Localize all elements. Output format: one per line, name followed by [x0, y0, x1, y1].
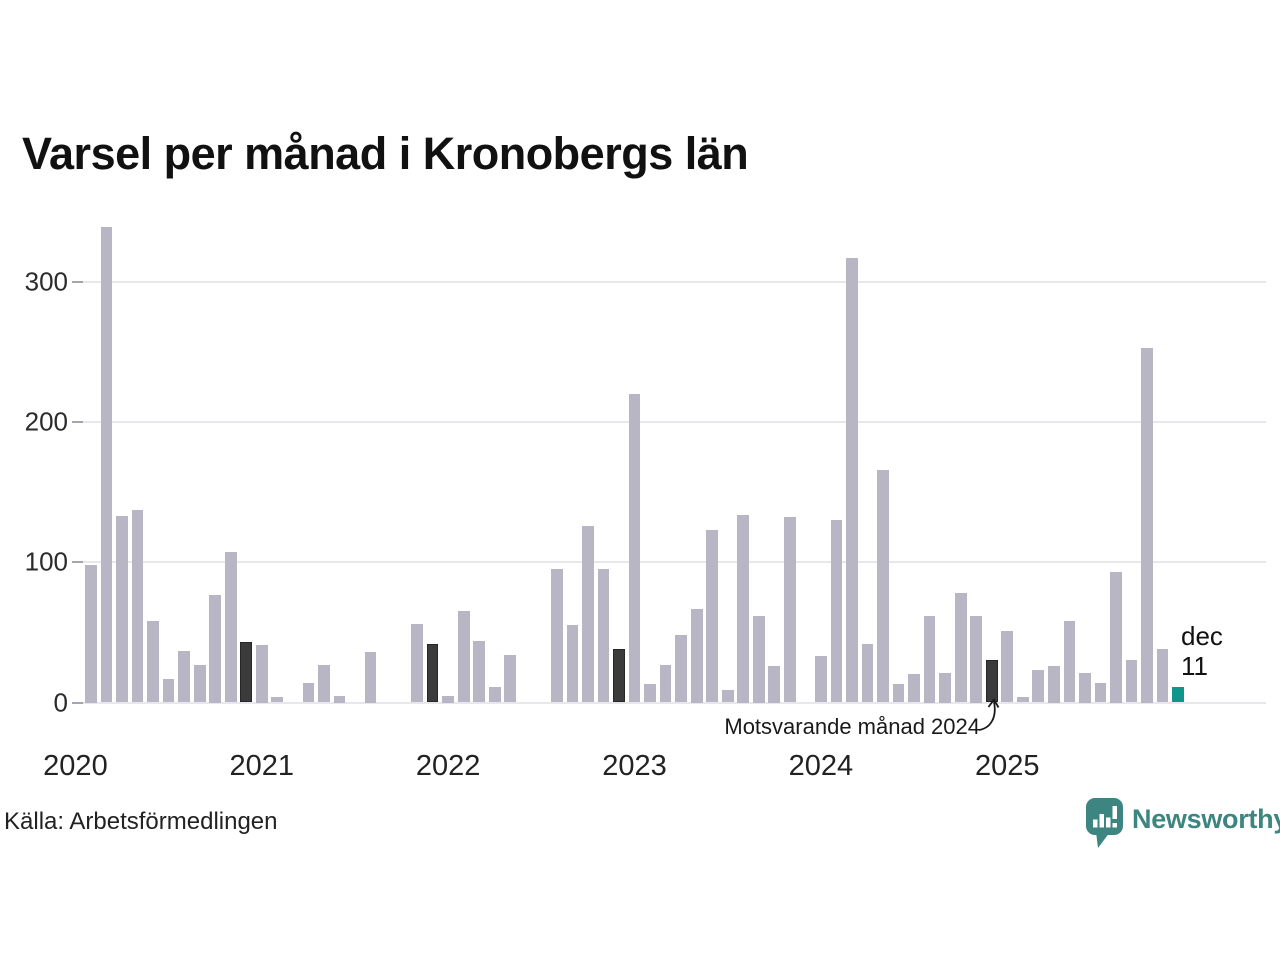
bar	[178, 650, 191, 703]
y-tick-label: 300	[24, 266, 68, 297]
bar	[830, 520, 843, 703]
bar	[737, 514, 750, 703]
y-tick-mark	[72, 420, 83, 423]
bar	[923, 615, 936, 703]
bar	[193, 664, 206, 703]
gridline-300	[76, 280, 1266, 283]
y-tick-label: 200	[24, 406, 68, 437]
bar-highlighted-december	[985, 660, 998, 703]
x-year-label-2023: 2023	[602, 750, 667, 782]
bar-highlighted-december	[613, 649, 625, 703]
bar	[954, 593, 967, 703]
bar	[224, 552, 237, 703]
chart-title: Varsel per månad i Kronobergs län	[22, 128, 749, 179]
bar	[1125, 660, 1138, 703]
bar	[1047, 666, 1060, 703]
bar	[1063, 621, 1076, 703]
y-tick-mark	[72, 701, 83, 704]
bar	[255, 645, 268, 703]
source-label: Källa: Arbetsförmedlingen	[4, 808, 278, 835]
bar	[318, 664, 330, 703]
bar	[473, 640, 486, 703]
bar	[411, 623, 423, 703]
y-tick-label: 100	[24, 546, 68, 577]
gridline-0	[76, 701, 1266, 704]
bar	[131, 510, 144, 703]
bar-highlighted-december	[426, 643, 439, 703]
bar	[116, 515, 128, 703]
bar	[582, 525, 594, 703]
x-year-label-2024: 2024	[788, 750, 854, 782]
bar	[1001, 630, 1014, 703]
bar	[628, 393, 641, 703]
bar	[442, 695, 455, 703]
bar	[675, 635, 687, 703]
x-year-label-2022: 2022	[415, 750, 481, 782]
bar	[457, 611, 470, 703]
y-tick-mark	[72, 280, 83, 283]
bar	[939, 673, 951, 703]
bar	[721, 689, 734, 703]
x-year-label-2025: 2025	[974, 750, 1040, 782]
bar	[970, 615, 983, 703]
bar	[1141, 347, 1153, 703]
bar	[333, 695, 346, 703]
bar-highlighted-december	[240, 642, 253, 703]
bar	[815, 656, 827, 703]
current-month-label: dec 11	[1181, 621, 1223, 681]
x-year-label-2020: 2020	[43, 750, 108, 782]
gridline-100	[76, 561, 1266, 564]
bar	[566, 625, 579, 703]
bar	[1110, 572, 1122, 703]
speech-bubble-bar-chart-icon	[1086, 798, 1123, 848]
newsworthy-logo-text: Newsworthy	[1132, 804, 1280, 834]
bar	[85, 565, 97, 703]
bar	[768, 666, 781, 703]
x-year-label-2021: 2021	[229, 750, 295, 782]
bar	[597, 569, 610, 703]
bar	[551, 569, 563, 703]
y-tick-mark	[72, 561, 83, 564]
bar	[1032, 670, 1045, 703]
bar	[271, 696, 284, 703]
bar	[162, 678, 175, 703]
bar	[861, 643, 874, 703]
bar	[659, 664, 672, 703]
bar	[488, 687, 501, 703]
annotation-label: Motsvarande månad 2024	[724, 714, 980, 739]
bar	[752, 615, 765, 703]
bar	[783, 517, 796, 703]
bar	[364, 652, 377, 703]
bar	[147, 621, 159, 703]
bar	[877, 469, 889, 703]
bar	[892, 684, 905, 703]
bar	[706, 529, 719, 703]
newsworthy-logo: Newsworthy	[1085, 797, 1280, 849]
bar	[690, 608, 703, 703]
bar	[504, 654, 517, 703]
bar-current-month	[1172, 687, 1184, 703]
bar	[908, 674, 920, 703]
annotation-arrow-icon	[978, 697, 1000, 731]
bar	[302, 682, 315, 703]
bar	[209, 594, 222, 703]
bar	[1079, 673, 1091, 703]
bar	[1156, 649, 1169, 703]
bar	[846, 257, 858, 703]
y-tick-label: 0	[53, 687, 68, 717]
bar	[1016, 696, 1029, 703]
bar	[1094, 682, 1107, 703]
bar	[100, 226, 113, 703]
bar	[644, 684, 656, 703]
gridline-200	[76, 420, 1266, 423]
